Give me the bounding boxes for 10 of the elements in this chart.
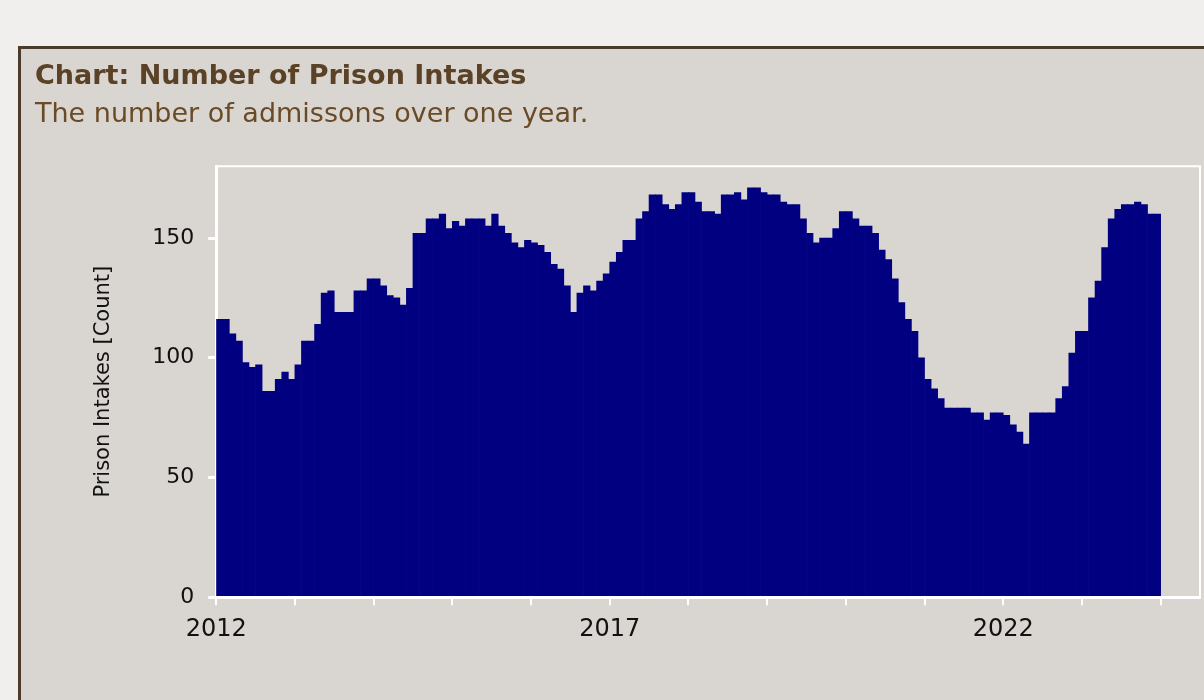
y-tick-label: 150 xyxy=(152,223,195,249)
x-tick-label: 2012 xyxy=(185,613,247,642)
x-tick-label: 2017 xyxy=(579,613,641,642)
chart-title: Chart: Number of Prison Intakes xyxy=(35,59,527,90)
x-tick-label: 2022 xyxy=(972,613,1034,642)
y-tick-label: 50 xyxy=(166,463,195,489)
y-tick-label: 100 xyxy=(152,343,195,369)
y-tick-label: 0 xyxy=(180,582,195,608)
chart-subtitle: The number of admissons over one year. xyxy=(35,97,589,128)
y-axis-title: Prison Intakes [Count] xyxy=(90,265,115,498)
